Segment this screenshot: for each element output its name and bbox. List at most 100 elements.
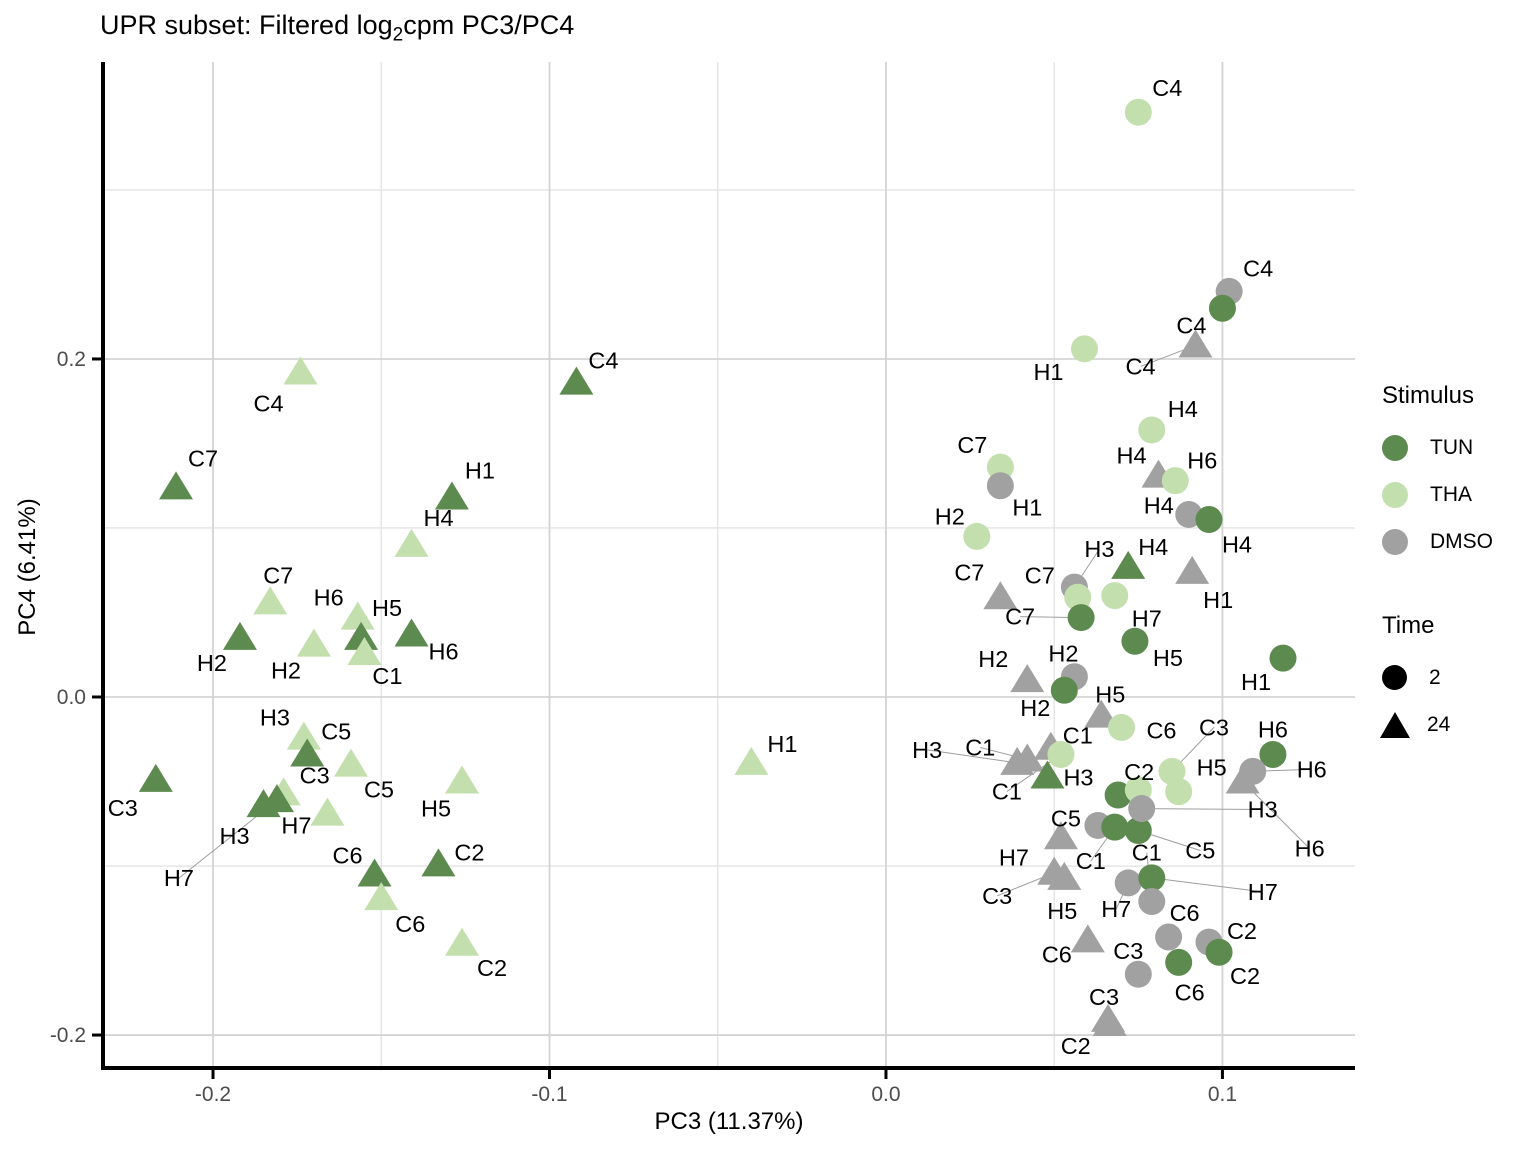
label-leader-line [1151, 877, 1263, 893]
data-point-triangle-C3 [138, 763, 173, 792]
time-24-label: 24 [1427, 712, 1451, 736]
point-label: H4 [1138, 534, 1168, 560]
point-label: H1 [1241, 669, 1271, 695]
point-label: C2 [477, 955, 507, 981]
label-leader-line [1141, 808, 1263, 811]
data-point-circle-H4 [1195, 506, 1223, 534]
data-point-triangle-H1 [434, 481, 469, 510]
point-label: H3 [1248, 797, 1278, 823]
data-point-triangle-H6 [394, 618, 429, 647]
x-tick-label: -0.2 [195, 1083, 231, 1106]
data-point-triangle-C7 [253, 586, 288, 615]
data-point-triangle-C4 [559, 366, 594, 395]
time-2-label: 2 [1429, 665, 1441, 689]
point-label: C3 [982, 883, 1012, 909]
data-point-triangle-H2 [296, 628, 331, 657]
point-label: H2 [197, 650, 227, 676]
tha-swatch-icon [1382, 481, 1408, 508]
legend-item-tun: TUN [1382, 424, 1493, 471]
point-label: C4 [588, 348, 618, 374]
data-point-circle-H5 [1165, 778, 1193, 806]
stimulus-legend-title: Stimulus [1382, 382, 1475, 409]
dmso-label: DMSO [1430, 529, 1493, 553]
data-point-circle-C3 [1124, 960, 1152, 988]
point-label: C2 [1061, 1033, 1091, 1059]
y-tick-label: 0.0 [57, 686, 86, 709]
data-point-circle-C7 [1064, 583, 1092, 611]
point-label: H4 [1168, 396, 1198, 422]
data-point-triangle-H1 [734, 746, 769, 775]
tun-swatch-icon [1382, 434, 1408, 461]
point-label: C6 [1146, 717, 1176, 743]
point-label: C1 [1076, 848, 1106, 874]
point-label: H2 [1020, 695, 1050, 721]
data-point-circle-C6 [1165, 948, 1193, 976]
x-tick-label: 0.0 [871, 1083, 900, 1106]
point-label: H3 [219, 823, 249, 849]
data-point-triangle-C5 [290, 738, 325, 767]
point-label: H5 [1197, 755, 1227, 781]
data-point-triangle-C2 [445, 927, 480, 956]
point-label: H7 [1248, 879, 1278, 905]
legend-item-time-2: 2 [1382, 654, 1450, 701]
point-label: C6 [1042, 941, 1072, 967]
point-label: H1 [767, 731, 797, 757]
data-point-circle-H6 [1161, 467, 1189, 495]
data-point-circle-C6 [1155, 923, 1183, 951]
data-point-circle-H1 [986, 472, 1014, 500]
data-point-circle-C1 [1047, 740, 1075, 768]
tha-label: THA [1430, 482, 1472, 506]
plot-title-subscript: 2 [392, 24, 404, 46]
point-label: H6 [1295, 836, 1325, 862]
point-label: C3 [1113, 938, 1143, 964]
plot-title: UPR subset: Filtered log2cpm PC3/PC4 [100, 10, 574, 46]
point-label: C7 [954, 559, 984, 585]
point-label: H5 [1047, 898, 1077, 924]
data-point-triangle-H5 [344, 621, 379, 650]
data-point-circle-C4 [1208, 294, 1236, 322]
data-point-circle-H1 [1070, 335, 1098, 363]
point-label: H7 [1132, 606, 1162, 632]
legend-item-dmso: DMSO [1382, 518, 1493, 565]
point-label: C1 [372, 663, 402, 689]
point-label: C6 [395, 911, 425, 937]
data-point-circle-C3 [1158, 757, 1186, 785]
data-point-circle-H4 [1175, 500, 1203, 528]
data-point-triangle-H7 [310, 797, 345, 826]
point-label: C4 [1152, 75, 1182, 101]
data-point-circle-H7 [1114, 869, 1142, 897]
data-point-triangle-H5 [1084, 699, 1119, 728]
point-label: H2 [271, 658, 301, 684]
data-point-triangle-H5 [1047, 861, 1082, 890]
point-label: C1 [992, 778, 1022, 804]
triangle-key-icon [1380, 711, 1410, 738]
point-label: H5 [1095, 682, 1125, 708]
legend-item-time-24: 24 [1380, 701, 1451, 748]
data-point-triangle-C1 [1010, 743, 1045, 772]
point-label: C2 [454, 839, 484, 865]
legend-item-tha: THA [1382, 471, 1493, 518]
data-point-triangle-H7 [1043, 821, 1078, 850]
point-label: C7 [188, 445, 218, 471]
data-point-circle-C1 [1138, 888, 1166, 916]
data-point-triangle-C4 [1178, 329, 1213, 358]
point-label: H3 [912, 737, 942, 763]
plot-title-post: cpm PC3/PC4 [403, 10, 575, 40]
circle-key-icon [1382, 665, 1407, 690]
data-point-circle-H1 [1269, 644, 1297, 672]
point-label: C1 [1063, 723, 1093, 749]
point-label: C2 [1124, 759, 1154, 785]
data-point-circle-C2 [1104, 781, 1132, 809]
data-point-circle-H4 [1138, 416, 1166, 444]
data-point-triangle-H6 [340, 601, 375, 630]
point-label: C3 [1089, 984, 1119, 1010]
plot-title-pre: UPR subset: Filtered log [100, 10, 393, 40]
point-label: H3 [1084, 536, 1114, 562]
point-label: C7 [1005, 604, 1035, 630]
point-label: H6 [1297, 756, 1327, 782]
data-point-triangle-H2 [222, 621, 257, 650]
point-label: H3 [260, 705, 290, 731]
data-point-triangle-C6 [1070, 924, 1105, 953]
point-label: H7 [1101, 896, 1131, 922]
point-label: H5 [372, 595, 402, 621]
